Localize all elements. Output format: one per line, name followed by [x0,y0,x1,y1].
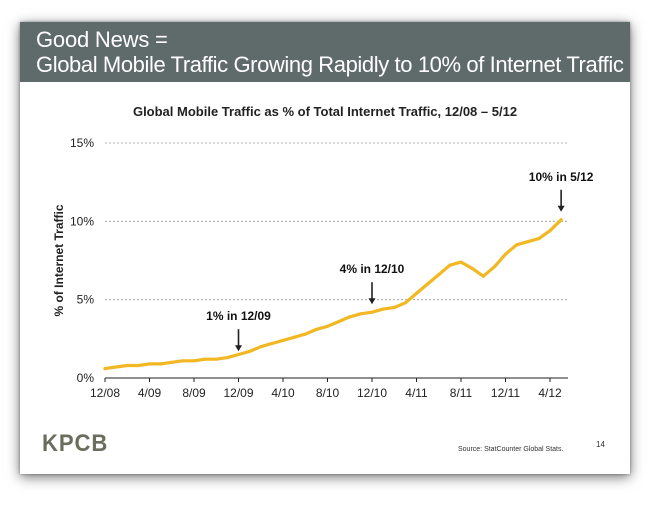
data-point [448,263,452,267]
data-point [303,332,307,336]
header-banner: Good News = Global Mobile Traffic Growin… [20,22,630,82]
data-point [159,362,163,366]
x-tick-label: 4/11 [405,386,428,400]
line-chart: 0% 5% 10% 15% 12/08 4/09 8/09 12/09 4/10 8/10 12/1… [52,136,594,400]
y-tick-label: 5% [77,293,95,307]
data-point [437,273,441,277]
data-point [370,310,374,314]
data-point [314,327,318,332]
data-point [225,356,229,360]
data-point [125,363,129,368]
data-point [325,324,330,328]
data-point [403,301,407,305]
annotation-label: 1% in 12/09 [206,309,271,323]
data-point [348,315,352,319]
data-point [181,359,185,363]
data-point [270,341,274,346]
header-title: Good News = [36,27,168,52]
kpcb-logo: KPCB [42,430,109,457]
data-point [492,265,496,269]
x-tick-label: 12/08 [90,386,120,400]
chart-title: Global Mobile Traffic as % of Total Inte… [132,104,518,119]
data-point [259,345,263,349]
annotation-label: 10% in 5/12 [529,170,594,184]
x-tick-label: 12/09 [223,386,253,400]
data-point [147,362,152,366]
data-point [136,363,140,368]
x-tick-label: 12/10 [357,386,387,400]
x-tick-label: 8/11 [450,386,473,400]
data-point [537,236,541,241]
data-point [248,349,252,353]
data-point [337,320,341,324]
y-tick-label: 15% [70,136,94,150]
data-point [214,357,218,361]
annotation-arrowhead [557,205,565,212]
y-axis-label: % of Internet Traffic [52,204,66,316]
x-tick-label: 4/09 [138,386,162,400]
data-point [481,274,485,278]
page-number: 14 [596,440,605,449]
data-point [203,357,207,361]
data-point [459,260,463,264]
data-point [103,367,107,371]
data-point [515,243,519,247]
y-tick-label: 10% [70,214,94,228]
x-tick-label: 4/12 [538,386,562,400]
data-point [114,365,118,369]
x-tick-label: 8/10 [316,386,340,400]
annotation-arrowhead [235,345,242,352]
header-subtitle: Global Mobile Traffic Growing Rapidly to… [36,52,624,77]
data-point [548,229,552,233]
data-point [526,240,530,244]
x-tick-label: 12/11 [491,386,520,400]
x-tick-label: 4/10 [271,386,295,400]
data-point [503,252,508,256]
annotation-label: 4% in 12/10 [340,262,405,276]
data-point [559,218,563,222]
slide: Good News = Global Mobile Traffic Growin… [20,22,630,474]
data-point [281,338,285,342]
x-tick-label: 8/09 [182,386,206,400]
data-point [426,282,430,286]
data-point [170,360,174,364]
data-point [414,291,419,295]
source-note: Source: StatCounter Global Stats. [458,446,564,453]
series-line [103,218,563,371]
data-point [292,335,296,339]
data-point [392,305,396,310]
data-point [359,312,363,316]
annotation-arrowhead [368,298,376,305]
data-point [381,307,385,311]
data-point [192,359,196,363]
data-point [236,352,241,357]
data-point [470,266,474,270]
y-tick-label: 0% [77,371,95,385]
